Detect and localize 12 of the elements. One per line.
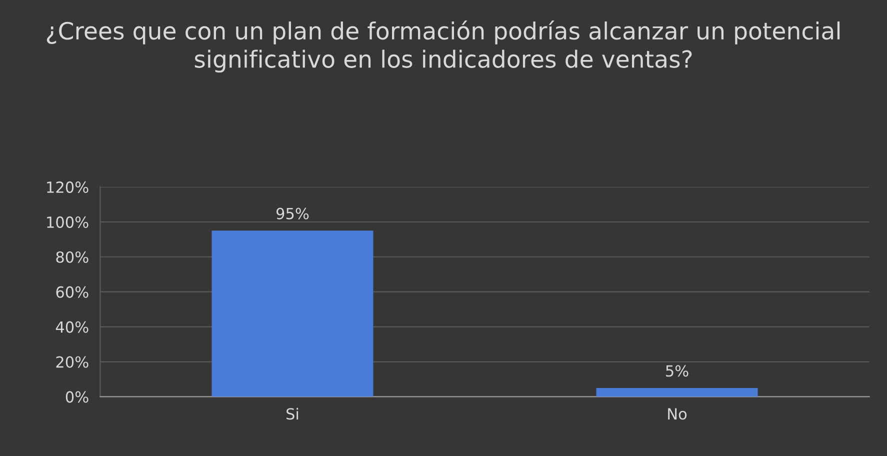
y-tick-label: 60% bbox=[56, 286, 88, 298]
x-tick-label: Si bbox=[286, 408, 298, 420]
y-tick-label: 0% bbox=[66, 391, 88, 403]
data-label: 95% bbox=[276, 208, 309, 220]
y-tick-label: 20% bbox=[56, 356, 88, 368]
y-tick-label: 100% bbox=[47, 216, 88, 228]
chart-title: ¿Crees que con un plan de formación podrías alcanzar un potencial significativo en los indicadores de ventas? bbox=[46, 20, 840, 73]
y-tick-label: 80% bbox=[56, 251, 88, 263]
y-tick-label: 120% bbox=[47, 181, 88, 193]
y-tick-label: 40% bbox=[56, 321, 88, 333]
data-label: 5% bbox=[666, 365, 688, 377]
x-tick-label: No bbox=[668, 408, 687, 420]
